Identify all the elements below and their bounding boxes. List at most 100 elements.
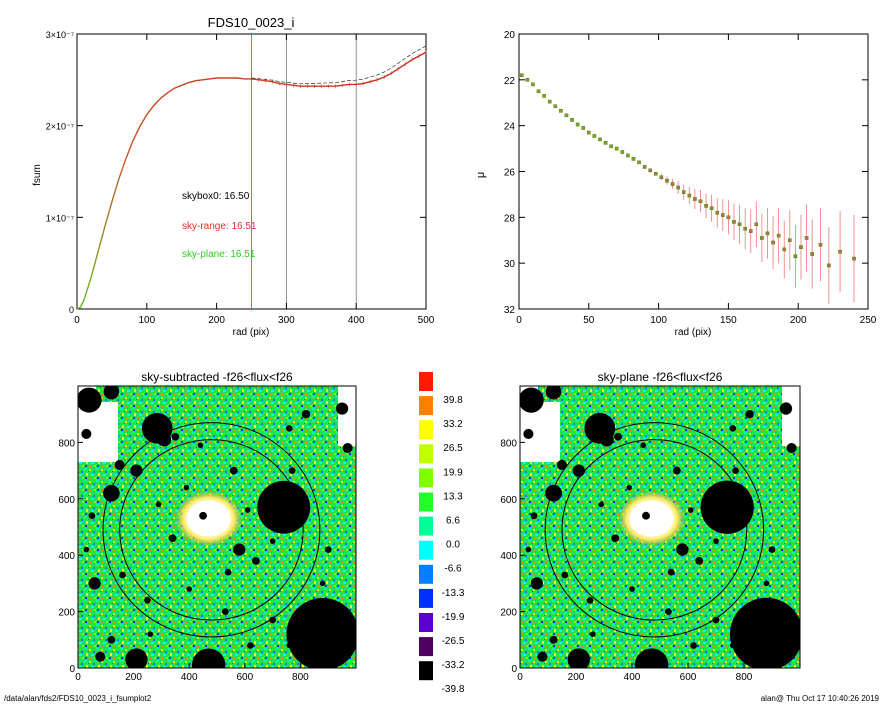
- mu-x-tick-label: 150: [720, 315, 737, 326]
- map-x-tick-label: 200: [125, 672, 142, 683]
- fsum-x-tick-label: 0: [74, 315, 80, 326]
- masked-object: [183, 484, 190, 491]
- footer-user-time: alan@ Thu Oct 17 10:40:26 2019: [760, 694, 879, 703]
- mu-data-point: [799, 245, 803, 249]
- masked-object: [286, 598, 356, 668]
- masked-object: [520, 387, 544, 413]
- map-x-tick-label: 600: [680, 672, 697, 683]
- map-y-tick-label: 400: [500, 551, 517, 562]
- mu-plot-frame: [518, 33, 869, 310]
- aperture-ellipse: [102, 422, 321, 638]
- mu-data-point: [804, 236, 809, 240]
- mu-data-point: [709, 206, 714, 210]
- masked-object: [319, 580, 326, 587]
- masked-object: [667, 568, 675, 576]
- mu-data-point: [776, 233, 781, 238]
- masked-object: [103, 484, 120, 502]
- colorbar-label: 39.8: [443, 395, 463, 406]
- masked-object: [572, 464, 585, 477]
- mu-data-point: [782, 247, 787, 252]
- masked-object: [665, 608, 672, 615]
- mu-data-point: [670, 182, 675, 186]
- mu-data-point: [564, 113, 569, 118]
- masked-object: [525, 546, 532, 553]
- mu-data-point: [659, 175, 664, 180]
- aperture-ellipse: [544, 422, 765, 638]
- masked-object: [147, 631, 154, 637]
- masked-object: [103, 386, 120, 400]
- fsum-y-tick-label: 2×10⁻⁷: [46, 122, 74, 132]
- masked-object: [537, 651, 548, 662]
- map-y-tick-label: 600: [500, 495, 517, 506]
- mu-data-point: [570, 118, 574, 122]
- masked-object: [786, 443, 797, 454]
- map-y-tick-label: 200: [500, 608, 517, 619]
- mu-data-point: [793, 254, 798, 259]
- mu-data-point: [637, 160, 641, 165]
- masked-edge: [782, 386, 800, 446]
- mu-y-axis-label: μ: [475, 172, 487, 178]
- galaxy-core: [629, 500, 674, 537]
- masked-object: [288, 467, 296, 474]
- masked-object: [222, 608, 229, 615]
- colorbar-swatch: [419, 396, 433, 416]
- mu-data-point: [598, 137, 602, 142]
- map-x-tick-label: 400: [624, 672, 641, 683]
- masked-object: [285, 424, 293, 432]
- masked-object: [233, 543, 246, 556]
- mu-data-point: [642, 165, 647, 169]
- masked-object: [247, 642, 254, 649]
- masked-object: [83, 546, 90, 553]
- masked-object: [549, 635, 558, 644]
- mu-x-tick-label: 0: [516, 315, 522, 326]
- map-x-tick-label: 200: [568, 672, 585, 683]
- mu-data-point: [838, 249, 842, 254]
- mu-data-point: [519, 73, 524, 78]
- mu-data-point: [726, 215, 731, 220]
- colorbar-swatch: [419, 540, 433, 560]
- mu-data-point: [536, 89, 541, 94]
- masked-object: [561, 571, 569, 579]
- masked-object: [690, 642, 697, 649]
- fsum-x-tick-label: 100: [138, 315, 155, 326]
- map-x-tick-label: 800: [736, 672, 753, 683]
- masked-object: [199, 511, 207, 520]
- colorbar-label: 26.5: [443, 443, 463, 454]
- fsum-annotation: sky-plane: 16.51: [182, 249, 256, 260]
- masked-object: [640, 442, 646, 449]
- mu-data-point: [654, 171, 658, 176]
- sky-plane-map: sky-plane -f26<flux<f26 0 200 400 600 800 0 20…: [500, 370, 801, 683]
- mu-data-point: [592, 134, 597, 138]
- colorbar-label: -6.6: [444, 564, 462, 575]
- map-y-tick-label: 600: [58, 495, 75, 506]
- mu-data-point: [559, 108, 563, 113]
- masked-object: [745, 410, 754, 419]
- mu-y-tick-label: 20: [504, 30, 516, 41]
- fsum-x-tick-label: 200: [208, 315, 225, 326]
- colorbar-label: -26.5: [442, 636, 465, 647]
- masked-object: [244, 507, 251, 513]
- masked-object: [125, 648, 148, 668]
- mu-x-tick-label: 100: [650, 315, 667, 326]
- mu-data-point: [818, 243, 823, 247]
- mu-data-point: [687, 193, 692, 198]
- colorbar-label: -19.9: [442, 612, 465, 623]
- mu-x-tick-label: 200: [790, 315, 807, 326]
- mu-data-point: [626, 153, 630, 158]
- colorbar-swatch: [419, 492, 433, 512]
- mu-data-point: [737, 222, 742, 227]
- masked-object: [168, 534, 177, 543]
- mu-data-point: [765, 231, 770, 236]
- mu-data-point: [665, 178, 669, 183]
- fsum-profile-plot: FDS10_0023_i 0 100 200 300 400 500 0 1×10⁻⁷ 2×10…: [32, 15, 435, 338]
- mu-x-axis-label: rad (pix): [675, 327, 712, 338]
- footer-path: /data/alan/fds2/FDS10_0023_i_fsumplot2: [4, 694, 152, 703]
- colorbar-label: 6.6: [446, 516, 460, 527]
- masked-object: [626, 484, 632, 491]
- colorbar-swatch: [419, 444, 433, 464]
- mu-data-point: [771, 240, 775, 245]
- masked-object: [114, 459, 125, 470]
- masked-object: [642, 511, 650, 520]
- masked-edge: [338, 386, 356, 446]
- masked-object: [107, 635, 116, 644]
